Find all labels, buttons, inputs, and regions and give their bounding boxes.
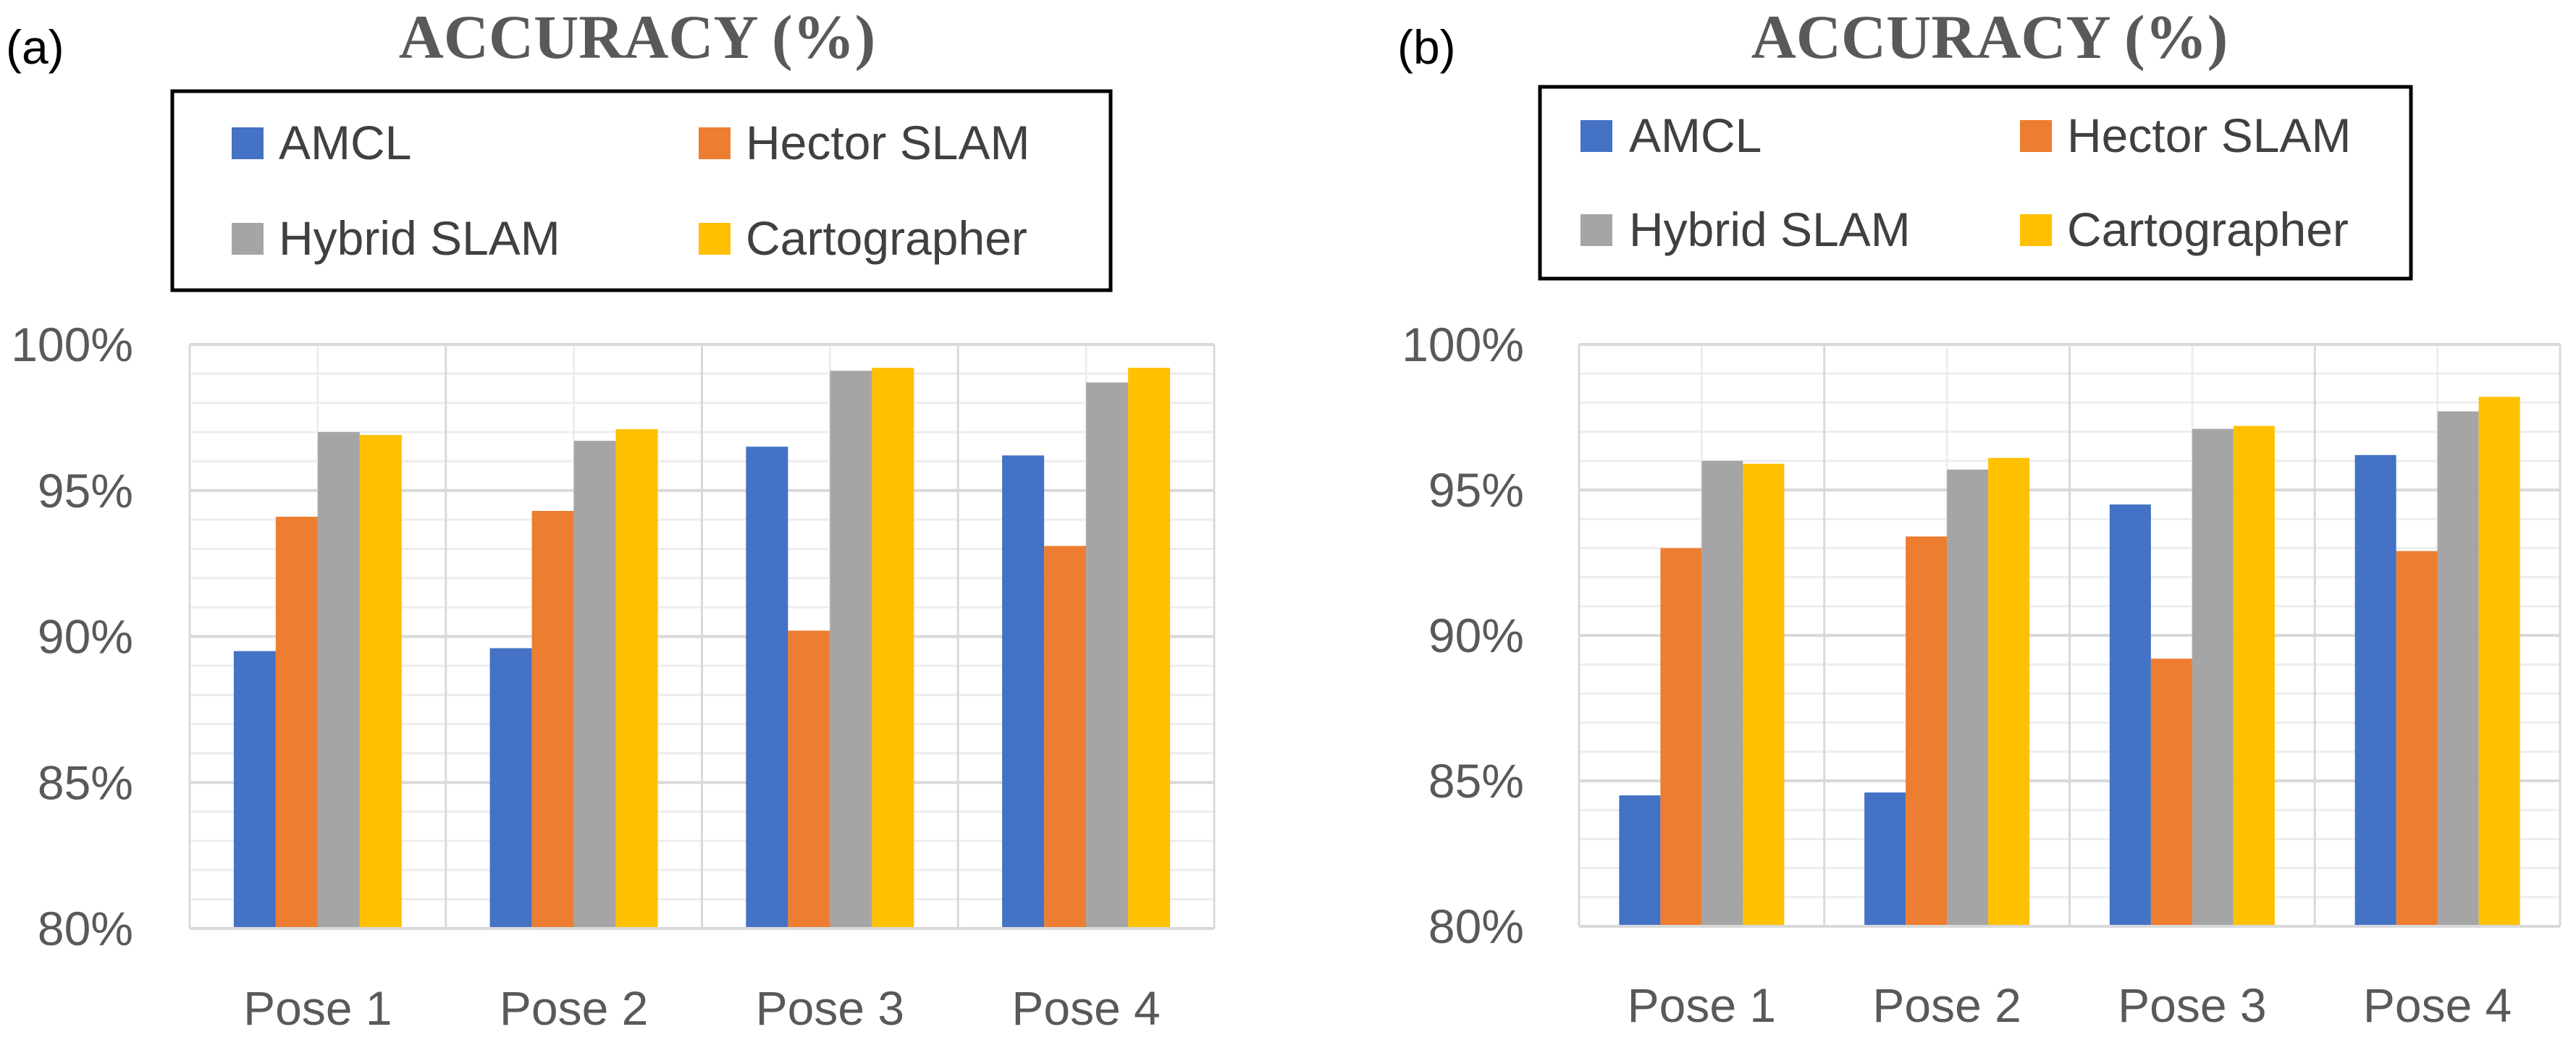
bar-b-hybrid-slam-pose-3 (2192, 428, 2234, 926)
bar-a-amcl-pose-1 (233, 651, 276, 928)
x-category-label: Pose 2 (500, 981, 648, 1035)
x-category-label: Pose 3 (756, 981, 904, 1035)
plot-area-a: 80% 85% 90% 95% 100% Pose 1 Pose 2 Pose 3 Pose 4 (11, 318, 1216, 1035)
legend-label-a-hybrid: Hybrid SLAM (279, 211, 560, 265)
y-tick-label: 85% (38, 756, 133, 809)
bar-a-hybrid-slam-pose-2 (573, 441, 616, 928)
legend-label-a-amcl: AMCL (279, 116, 411, 169)
legend-swatch-b-hybrid (1580, 214, 1612, 246)
bar-b-hybrid-slam-pose-4 (2437, 411, 2479, 926)
chart-title-a: ACCURACY (%) (399, 2, 875, 72)
bar-b-cartographer-pose-2 (1988, 457, 2030, 926)
y-tick-label: 85% (1428, 754, 1524, 808)
bar-a-hybrid-slam-pose-4 (1086, 382, 1129, 928)
bar-a-cartographer-pose-2 (615, 429, 658, 928)
legend-box-b (1538, 85, 2413, 281)
bar-b-hector-slam-pose-2 (1906, 536, 1948, 926)
bar-a-cartographer-pose-1 (359, 435, 402, 928)
x-category-label: Pose 3 (2118, 978, 2266, 1032)
bar-a-hector-slam-pose-3 (788, 630, 830, 928)
chart-title-b: ACCURACY (%) (1751, 2, 2228, 72)
x-category-label: Pose 2 (1872, 978, 2021, 1032)
legend-label-a-hector: Hector SLAM (746, 116, 1030, 169)
legend-label-b-hector: Hector SLAM (2067, 109, 2351, 162)
bar-a-hybrid-slam-pose-1 (317, 432, 360, 928)
legend-label-a-cartographer: Cartographer (746, 211, 1027, 265)
panel-label-b: (b) (1397, 20, 1456, 74)
legend-swatch-b-amcl (1580, 120, 1612, 152)
bar-b-hector-slam-pose-1 (1660, 548, 1702, 926)
bar-b-hybrid-slam-pose-2 (1947, 469, 1989, 926)
y-tick-label: 95% (38, 464, 133, 517)
bar-a-cartographer-pose-4 (1128, 368, 1171, 928)
bar-a-hector-slam-pose-2 (531, 510, 574, 928)
bar-b-hector-slam-pose-4 (2396, 551, 2438, 926)
bar-b-cartographer-pose-1 (1743, 463, 1785, 926)
bar-b-cartographer-pose-4 (2478, 397, 2520, 926)
bar-a-hybrid-slam-pose-3 (830, 371, 872, 928)
bar-b-hector-slam-pose-3 (2150, 659, 2192, 926)
legend-swatch-b-hector (2020, 120, 2052, 152)
bar-a-amcl-pose-3 (746, 447, 788, 928)
x-category-label: Pose 4 (2363, 978, 2512, 1032)
x-category-label: Pose 1 (243, 981, 392, 1035)
bar-b-amcl-pose-2 (1864, 792, 1906, 926)
legend-swatch-a-hybrid (232, 223, 264, 255)
y-tick-label: 100% (11, 318, 133, 371)
y-tick-label: 90% (38, 610, 133, 664)
y-tick-label: 80% (1428, 900, 1524, 953)
bar-a-cartographer-pose-3 (872, 368, 914, 928)
legend-swatch-a-hector (699, 127, 731, 159)
bar-b-cartographer-pose-3 (2233, 426, 2275, 926)
legend-swatch-b-cartographer (2020, 214, 2052, 246)
panel-b: (b) ACCURACY (%) AMCL Hector SLAM Hybrid… (1397, 2, 2562, 1032)
legend-label-b-cartographer: Cartographer (2067, 203, 2349, 256)
bar-a-hector-slam-pose-1 (275, 517, 318, 928)
bar-a-hector-slam-pose-4 (1044, 546, 1087, 928)
legend-label-b-hybrid: Hybrid SLAM (1629, 203, 1911, 256)
bar-a-amcl-pose-2 (489, 648, 532, 928)
x-category-label: Pose 4 (1011, 981, 1160, 1035)
bar-b-amcl-pose-3 (2109, 504, 2151, 926)
y-tick-label: 100% (1402, 318, 1524, 371)
bar-a-amcl-pose-4 (1002, 455, 1045, 928)
legend-box-a (170, 89, 1113, 292)
y-tick-label: 80% (38, 902, 133, 955)
legend-swatch-a-cartographer (699, 223, 731, 255)
bar-b-amcl-pose-4 (2354, 454, 2396, 926)
panel-a: (a) ACCURACY (%) AMCL Hector SLAM Hybrid… (6, 2, 1216, 1035)
y-tick-label: 95% (1428, 463, 1524, 517)
plot-area-b: 80% 85% 90% 95% 100% Pose 1 Pose 2 Pose 3 Pose 4 (1402, 318, 2562, 1032)
x-category-label: Pose 1 (1628, 978, 1776, 1032)
legend-label-b-amcl: AMCL (1629, 109, 1761, 162)
bar-b-amcl-pose-1 (1619, 795, 1661, 926)
bar-b-hybrid-slam-pose-1 (1701, 460, 1743, 926)
legend-swatch-a-amcl (232, 127, 264, 159)
panel-label-a: (a) (6, 20, 64, 74)
y-tick-label: 90% (1428, 609, 1524, 662)
